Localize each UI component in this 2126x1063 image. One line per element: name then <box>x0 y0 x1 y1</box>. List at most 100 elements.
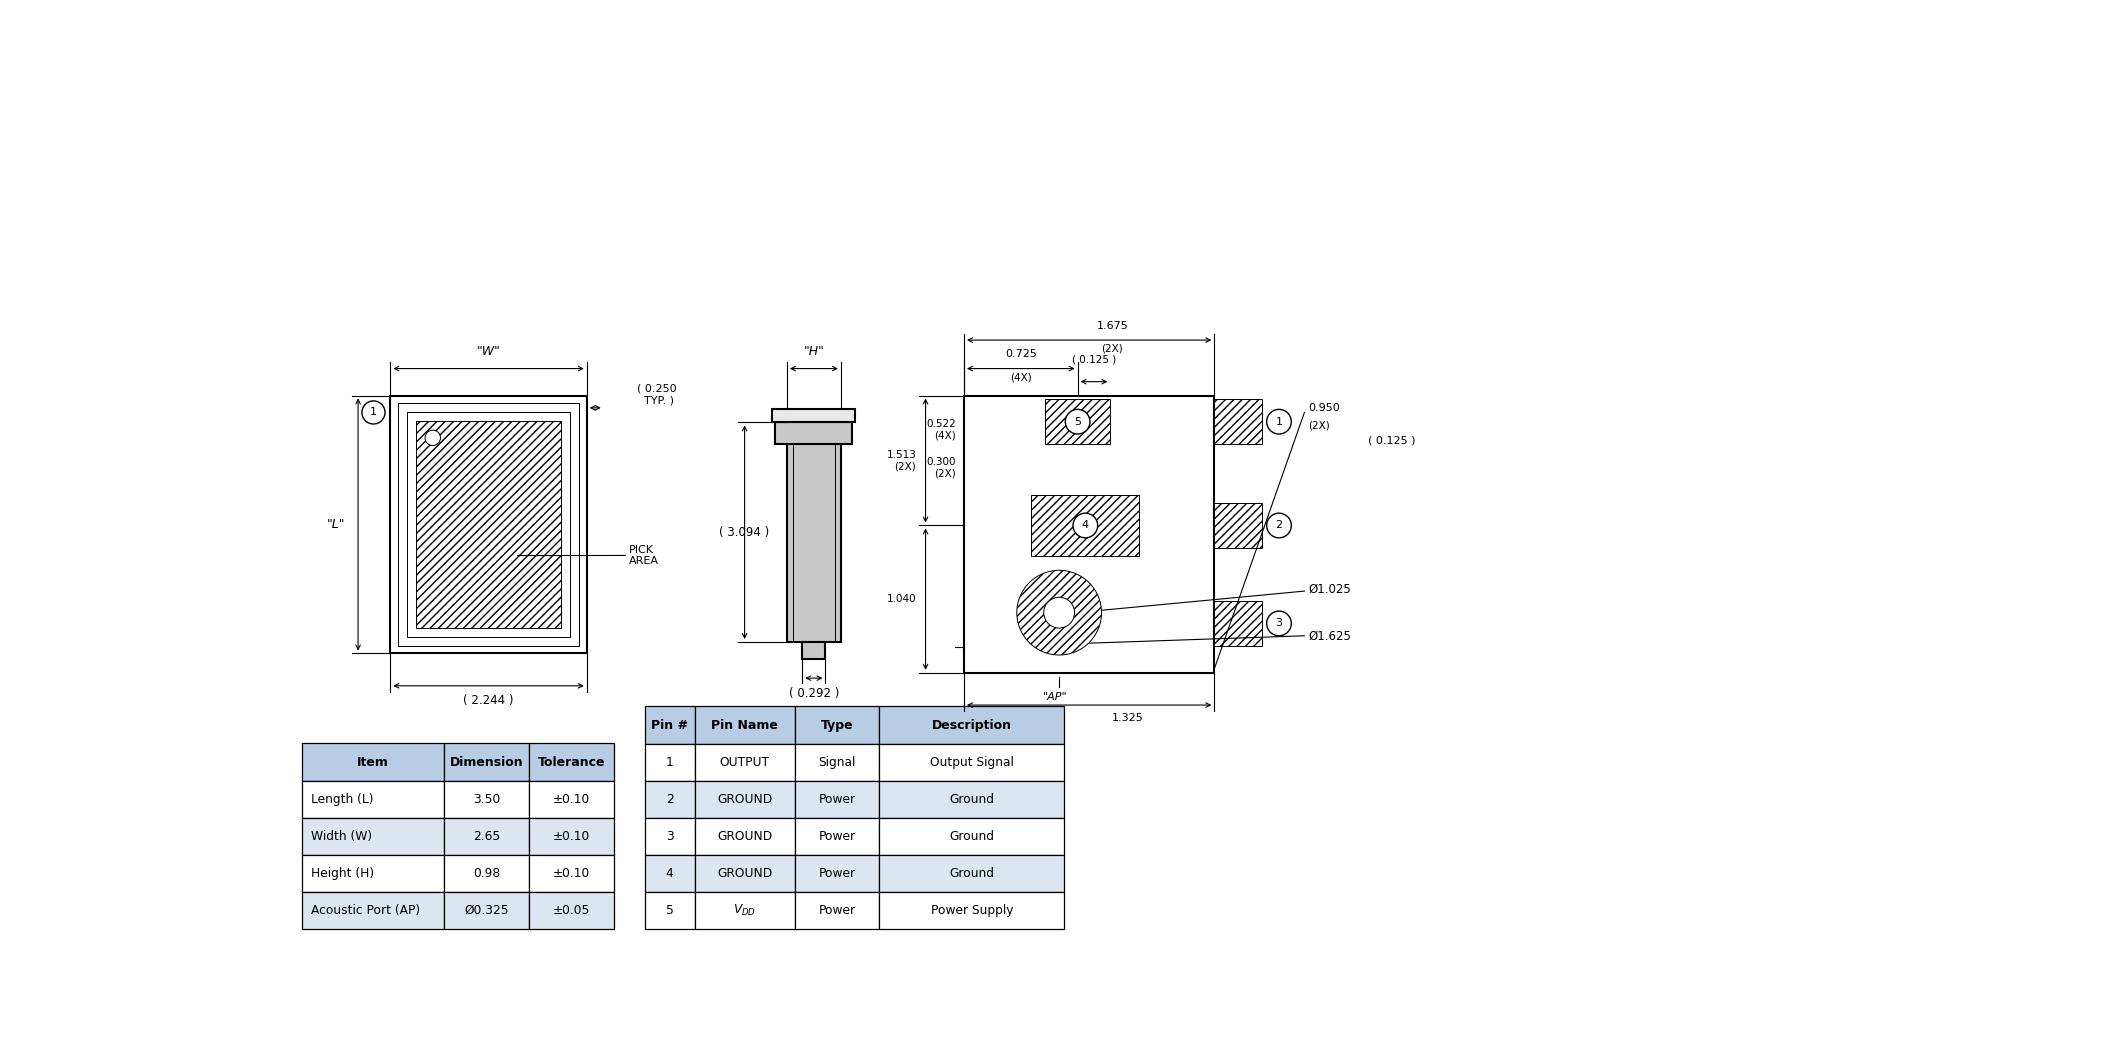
Text: 2.65: 2.65 <box>474 830 500 843</box>
Circle shape <box>1065 409 1091 434</box>
Circle shape <box>361 401 385 424</box>
Text: Ø0.325: Ø0.325 <box>463 905 508 917</box>
Bar <box>391 395 587 654</box>
Bar <box>444 781 529 819</box>
Text: $V_{DD}$: $V_{DD}$ <box>733 904 757 918</box>
Bar <box>302 743 444 781</box>
Text: Pin Name: Pin Name <box>712 719 778 731</box>
Text: ±0.05: ±0.05 <box>553 905 591 917</box>
Bar <box>1044 400 1110 444</box>
Text: 1.513
(2X): 1.513 (2X) <box>887 450 916 471</box>
Bar <box>880 819 1065 856</box>
Bar <box>398 403 578 645</box>
Bar <box>1214 601 1263 645</box>
Bar <box>529 743 614 781</box>
Bar <box>444 892 529 929</box>
Bar <box>795 744 880 781</box>
Text: 1: 1 <box>665 756 674 770</box>
Text: 1.325: 1.325 <box>1112 713 1144 723</box>
Text: OUTPUT: OUTPUT <box>719 756 770 770</box>
Bar <box>644 781 695 819</box>
Circle shape <box>1044 597 1074 628</box>
Text: 3: 3 <box>1276 619 1282 628</box>
Text: 1.675: 1.675 <box>1097 321 1129 331</box>
Circle shape <box>1267 611 1290 636</box>
Text: 0.522
(4X): 0.522 (4X) <box>927 419 957 440</box>
Text: (2X): (2X) <box>1307 420 1331 431</box>
Circle shape <box>425 431 440 445</box>
Bar <box>644 819 695 856</box>
Bar <box>795 892 880 929</box>
Text: Power: Power <box>819 905 855 917</box>
Bar <box>695 892 795 929</box>
Text: Power: Power <box>819 867 855 880</box>
Text: Item: Item <box>357 756 389 769</box>
Text: 5: 5 <box>1074 417 1082 426</box>
Text: 0.950: 0.950 <box>1307 403 1339 414</box>
Text: Power: Power <box>819 793 855 806</box>
Text: Ground: Ground <box>950 830 995 843</box>
Bar <box>795 819 880 856</box>
Text: GROUND: GROUND <box>716 830 772 843</box>
Text: Description: Description <box>931 719 1012 731</box>
Bar <box>880 706 1065 744</box>
Bar <box>772 408 855 422</box>
Bar <box>795 781 880 819</box>
Bar <box>408 412 570 637</box>
Bar <box>880 781 1065 819</box>
Bar <box>802 642 825 659</box>
Bar <box>695 819 795 856</box>
Bar <box>787 422 842 642</box>
Text: 0.725: 0.725 <box>1006 350 1037 359</box>
Text: 1: 1 <box>1276 417 1282 426</box>
Text: Pin #: Pin # <box>651 719 689 731</box>
Bar <box>795 856 880 892</box>
Text: PICK
AREA: PICK AREA <box>629 544 659 567</box>
Circle shape <box>1267 409 1290 434</box>
Text: Height (H): Height (H) <box>310 867 374 880</box>
Text: 1.040: 1.040 <box>887 594 916 604</box>
Text: Ø1.025: Ø1.025 <box>1307 584 1350 596</box>
Text: 3: 3 <box>665 830 674 843</box>
Bar <box>880 892 1065 929</box>
Text: Length (L): Length (L) <box>310 793 374 806</box>
Text: 4: 4 <box>1082 521 1089 530</box>
Text: ( 0.125 ): ( 0.125 ) <box>1072 355 1116 365</box>
Bar <box>644 706 695 744</box>
Bar <box>880 856 1065 892</box>
Text: Power: Power <box>819 830 855 843</box>
Text: ±0.10: ±0.10 <box>553 830 591 843</box>
Bar <box>1031 494 1140 556</box>
Bar <box>963 395 1214 673</box>
Text: ±0.10: ±0.10 <box>553 793 591 806</box>
Text: "AP": "AP" <box>1044 692 1067 702</box>
Bar <box>1214 400 1263 444</box>
Bar <box>302 892 444 929</box>
Bar <box>444 856 529 892</box>
Text: Ø1.625: Ø1.625 <box>1307 629 1352 642</box>
Text: Width (W): Width (W) <box>310 830 372 843</box>
Text: Dimension: Dimension <box>451 756 523 769</box>
Text: GROUND: GROUND <box>716 793 772 806</box>
Text: (4X): (4X) <box>1010 372 1031 383</box>
Text: ( 3.094 ): ( 3.094 ) <box>719 526 770 539</box>
Bar <box>644 744 695 781</box>
Circle shape <box>1267 513 1290 538</box>
Text: ( 0.292 ): ( 0.292 ) <box>789 688 840 701</box>
Text: 1: 1 <box>370 407 376 418</box>
Bar <box>644 892 695 929</box>
Text: "L": "L" <box>327 518 347 532</box>
Bar <box>644 856 695 892</box>
Bar <box>795 706 880 744</box>
Text: ±0.10: ±0.10 <box>553 867 591 880</box>
Bar <box>302 819 444 856</box>
Bar <box>695 781 795 819</box>
Text: Ground: Ground <box>950 867 995 880</box>
Text: ( 2.244 ): ( 2.244 ) <box>463 693 514 707</box>
Text: ( 0.125 ): ( 0.125 ) <box>1369 436 1416 445</box>
Bar <box>695 744 795 781</box>
Text: Power Supply: Power Supply <box>931 905 1012 917</box>
Circle shape <box>1074 513 1097 538</box>
Text: 4: 4 <box>665 867 674 880</box>
Text: Output Signal: Output Signal <box>929 756 1014 770</box>
